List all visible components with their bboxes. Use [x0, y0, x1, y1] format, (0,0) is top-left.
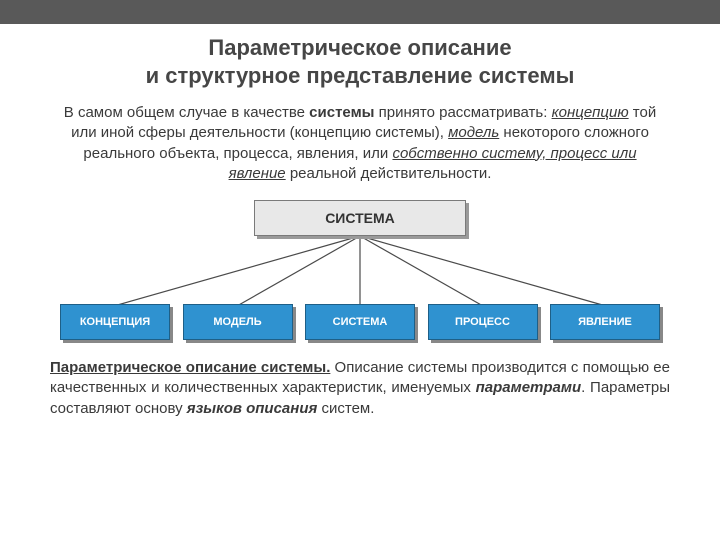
title-line-2: и структурное представление системы: [146, 63, 575, 88]
child-label: КОНЦЕПЦИЯ: [80, 316, 150, 328]
child-label: ЯВЛЕНИЕ: [578, 316, 632, 328]
top-bar: [0, 0, 720, 24]
intro-text: реальной действительности.: [286, 165, 492, 182]
intro-underline-model: модель: [448, 124, 499, 141]
tree-diagram: СИСТЕМА КОНЦЕПЦИЯ МОДЕЛЬ СИСТЕМА ПРОЦЕСС…: [60, 200, 660, 340]
intro-text: В самом общем случае в качестве: [64, 104, 309, 121]
tree-child: СИСТЕМА: [305, 304, 415, 340]
child-label: ПРОЦЕСС: [455, 316, 510, 328]
para-em-languages: языков описания: [187, 400, 318, 417]
intro-underline-concept: концепцию: [552, 104, 629, 121]
para-heading: Параметрическое описание системы.: [50, 359, 330, 376]
page-title: Параметрическое описание и структурное п…: [40, 34, 680, 89]
child-label: МОДЕЛЬ: [213, 316, 261, 328]
title-line-1: Параметрическое описание: [208, 35, 511, 60]
bottom-paragraph: Параметрическое описание системы. Описан…: [50, 358, 670, 419]
tree-root: СИСТЕМА: [254, 200, 466, 236]
tree-children-row: КОНЦЕПЦИЯ МОДЕЛЬ СИСТЕМА ПРОЦЕСС ЯВЛЕНИЕ: [60, 304, 660, 340]
tree-child: МОДЕЛЬ: [183, 304, 293, 340]
child-label: СИСТЕМА: [333, 316, 388, 328]
para-text: систем.: [317, 400, 374, 417]
intro-bold-sistema: системы: [309, 104, 374, 121]
tree-child: ЯВЛЕНИЕ: [550, 304, 660, 340]
tree-child: КОНЦЕПЦИЯ: [60, 304, 170, 340]
tree-child: ПРОЦЕСС: [428, 304, 538, 340]
intro-paragraph: В самом общем случае в качестве системы …: [60, 103, 660, 184]
intro-text: принято рассматривать:: [374, 104, 551, 121]
para-em-params: параметрами: [476, 379, 582, 396]
root-label: СИСТЕМА: [325, 210, 395, 226]
